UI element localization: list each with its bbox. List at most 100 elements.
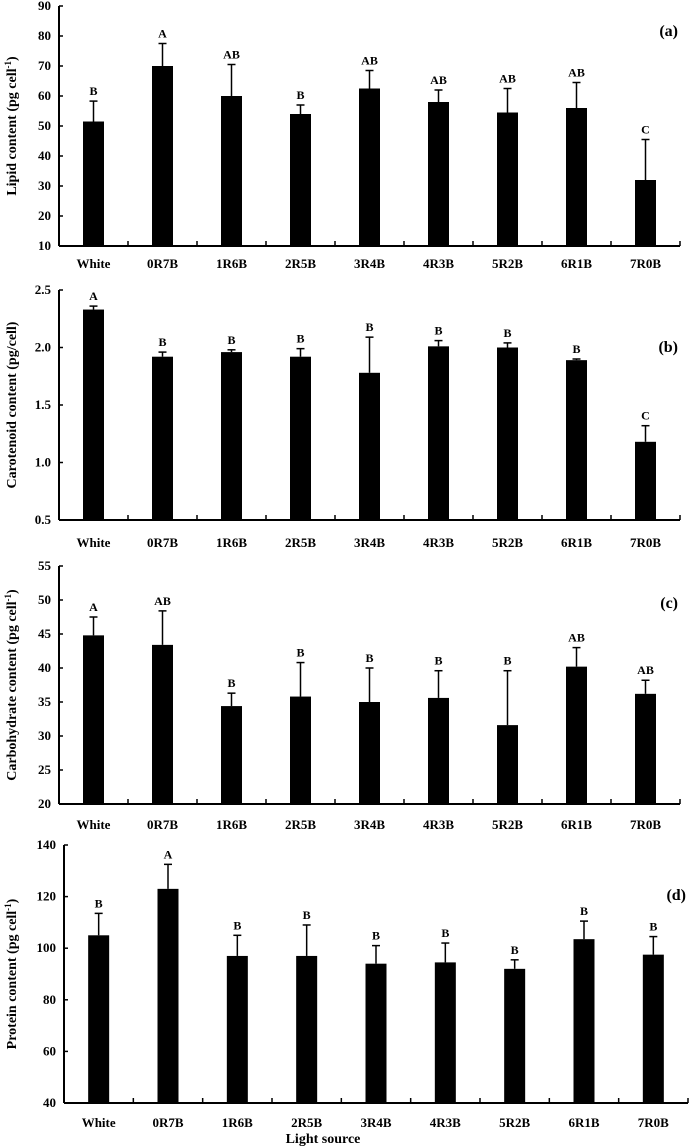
x-axis-title: Light source — [286, 1132, 361, 1147]
x-category-label: 3R4B — [354, 817, 385, 832]
x-category-label: 6R1B — [561, 817, 592, 832]
significance-label: AB — [568, 66, 585, 80]
y-tick-label: 55 — [38, 558, 52, 573]
y-tick-label: 40 — [38, 148, 51, 163]
x-category-label: 2R5B — [285, 817, 316, 832]
significance-label: B — [296, 646, 304, 660]
y-tick-label: 35 — [38, 694, 52, 709]
y-tick-label: 2.5 — [35, 282, 52, 297]
y-axis-title-text: Carbohydrate content (pg cell — [5, 601, 20, 780]
y-tick-label: 40 — [43, 1095, 56, 1110]
x-category-label: 0R7B — [147, 256, 178, 271]
bar — [428, 697, 449, 804]
y-tick-label: 90 — [38, 0, 51, 13]
bar — [566, 360, 587, 520]
significance-label: AB — [430, 73, 447, 87]
x-category-label: 0R7B — [147, 535, 178, 550]
bar — [88, 935, 110, 1103]
y-tick-label: 40 — [38, 660, 51, 675]
significance-label: B — [95, 896, 103, 910]
bar — [152, 356, 173, 520]
y-tick-label: 45 — [38, 626, 52, 641]
bar — [290, 356, 311, 520]
significance-label: B — [233, 918, 241, 932]
bar — [221, 96, 242, 246]
x-category-label: 6R1B — [568, 1115, 599, 1130]
bar — [497, 112, 518, 246]
bar — [428, 102, 449, 246]
bar — [635, 441, 656, 520]
x-category-label: 4R3B — [423, 817, 454, 832]
significance-label: AB — [499, 72, 516, 86]
x-category-label: 4R3B — [430, 1115, 461, 1130]
significance-label: A — [158, 27, 167, 41]
bar — [83, 635, 104, 804]
significance-label: B — [503, 654, 511, 668]
x-category-label: 5R2B — [499, 1115, 530, 1130]
x-category-label: 7R0B — [630, 535, 661, 550]
y-axis-title-text: Carotenoid content (pg/cell) — [5, 321, 20, 488]
x-category-label: 2R5B — [285, 256, 316, 271]
significance-label: AB — [568, 631, 585, 645]
panel-b: 0.5 1.0 1.5 2.0 2.5 A White B 0R7B B 1R6B B 2R5B B 3R4… — [5, 282, 681, 550]
bar — [635, 180, 656, 246]
x-category-label: 7R0B — [638, 1115, 669, 1130]
x-category-label: 3R4B — [360, 1115, 391, 1130]
y-axis-title-text: Protein content (pg cell — [5, 911, 20, 1050]
significance-label: C — [641, 123, 650, 137]
bar — [290, 696, 311, 804]
significance-label: B — [303, 908, 311, 922]
bar — [157, 888, 179, 1103]
bar — [365, 963, 387, 1103]
panel-c: 20 25 30 35 40 45 50 55 A White AB 0R7B B 1R6B B 2R5B B 3… — [3, 558, 681, 832]
bar — [296, 955, 318, 1103]
significance-label: AB — [361, 54, 378, 68]
x-category-label: White — [77, 535, 111, 550]
bar — [573, 939, 595, 1103]
y-axis-title: Protein content (pg cell-1) — [3, 898, 20, 1049]
bar — [635, 693, 656, 804]
y-axis-title: Carotenoid content (pg/cell) — [5, 321, 20, 488]
significance-label: A — [89, 600, 98, 614]
bar — [428, 346, 449, 520]
x-category-label: 3R4B — [354, 256, 385, 271]
x-category-label: 4R3B — [423, 256, 454, 271]
y-tick-label: 1.0 — [35, 455, 51, 470]
y-tick-label: 100 — [37, 940, 57, 955]
significance-label: B — [296, 88, 304, 102]
y-tick-label: 30 — [38, 178, 51, 193]
y-tick-label: 60 — [43, 1043, 56, 1058]
y-axis-title-superscript: -1 — [3, 61, 13, 69]
panel-d: 40 60 80 100 120 140 B White A 0R7B B 1R6B B 2R5B B 3R4… — [3, 837, 689, 1147]
significance-label: B — [227, 333, 235, 347]
y-tick-label: 50 — [38, 118, 51, 133]
significance-label: B — [365, 320, 373, 334]
significance-label: B — [227, 676, 235, 690]
y-tick-label: 140 — [37, 837, 57, 852]
y-tick-label: 60 — [38, 88, 51, 103]
significance-label: AB — [637, 663, 654, 677]
y-tick-label: 70 — [38, 58, 51, 73]
bar — [221, 706, 242, 804]
x-category-label: 1R6B — [216, 256, 247, 271]
bar — [152, 66, 173, 246]
x-category-label: 5R2B — [492, 817, 523, 832]
y-axis-title: Carbohydrate content (pg cell-1) — [3, 589, 20, 781]
x-category-label: 1R6B — [216, 817, 247, 832]
x-category-label: White — [77, 817, 111, 832]
x-category-label: 6R1B — [561, 256, 592, 271]
significance-label: AB — [223, 48, 240, 62]
y-tick-label: 25 — [38, 762, 52, 777]
y-tick-label: 1.5 — [35, 397, 52, 412]
bar — [359, 88, 380, 246]
x-category-label: 7R0B — [630, 256, 661, 271]
panel-label: (b) — [658, 339, 678, 356]
significance-label: B — [434, 324, 442, 338]
bar — [434, 962, 456, 1103]
y-tick-label: 30 — [38, 728, 51, 743]
significance-label: AB — [154, 594, 171, 608]
x-category-label: 5R2B — [492, 535, 523, 550]
bar — [566, 666, 587, 804]
significance-label: C — [641, 409, 650, 423]
bar — [83, 121, 104, 246]
